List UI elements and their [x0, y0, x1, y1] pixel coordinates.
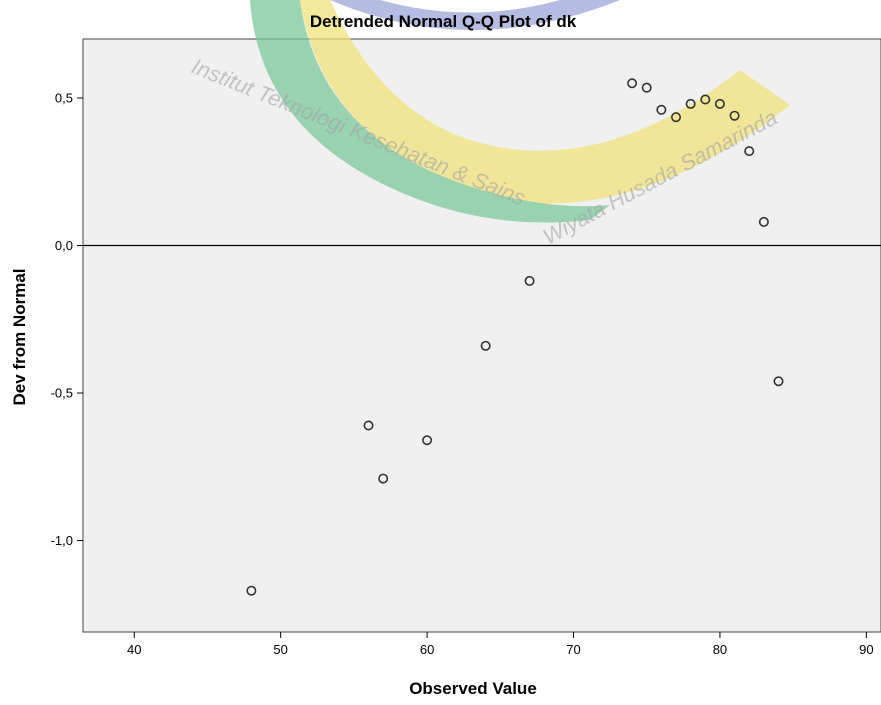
x-tick-label: 70 — [566, 642, 580, 657]
data-point — [700, 94, 711, 105]
data-point — [524, 275, 535, 286]
x-axis-label: Observed Value — [409, 679, 537, 698]
y-tick-label: 0,5 — [55, 91, 73, 106]
data-point — [641, 82, 652, 93]
data-point — [729, 110, 740, 121]
data-point — [758, 216, 769, 227]
data-point — [627, 78, 638, 89]
y-tick-label: 0,0 — [55, 238, 73, 253]
watermark-green-arc — [250, 0, 610, 223]
axes: 40 50 60 70 80 90 -1,0 -0,5 0,0 0,5 — [51, 91, 874, 657]
data-point — [246, 585, 257, 596]
watermark-yellow-arc — [300, 0, 790, 204]
data-point — [656, 104, 667, 115]
x-tick-label: 60 — [420, 642, 434, 657]
x-tick-label: 40 — [127, 642, 141, 657]
y-axis-label: Dev from Normal — [10, 269, 29, 406]
x-tick-label: 90 — [859, 642, 873, 657]
y-tick-label: -1,0 — [51, 533, 73, 548]
data-point — [363, 420, 374, 431]
data-point — [422, 435, 433, 446]
data-point — [744, 146, 755, 157]
data-point — [480, 340, 491, 351]
chart-title: Detrended Normal Q-Q Plot of dk — [310, 12, 577, 31]
x-tick-label: 80 — [713, 642, 727, 657]
x-tick-label: 50 — [273, 642, 287, 657]
data-point — [378, 473, 389, 484]
data-point — [671, 112, 682, 123]
data-point — [685, 98, 696, 109]
data-point — [773, 376, 784, 387]
watermark-blue-arc — [330, 0, 620, 30]
data-point — [714, 98, 725, 109]
plot-area — [82, 38, 881, 633]
data-points — [246, 78, 784, 596]
y-tick-label: -0,5 — [51, 386, 73, 401]
